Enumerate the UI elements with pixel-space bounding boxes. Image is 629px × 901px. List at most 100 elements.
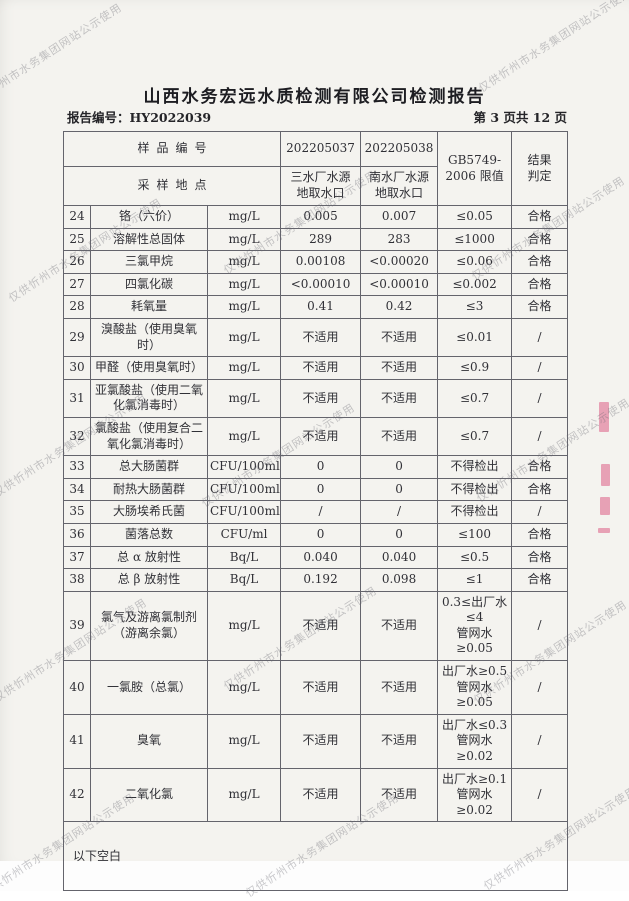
cell-v1: 0 (280, 477, 362, 502)
cell-v1: 0.00108 (280, 250, 362, 274)
cell-no: 38 (63, 568, 91, 592)
cell-limit: 出厂水≥0.1 管网水≥0.02 (437, 767, 513, 823)
cell-unit: CFU/100ml (206, 500, 282, 524)
cell-v1: 0.192 (280, 568, 362, 592)
sampling-site-label: 采样地点 (62, 166, 282, 206)
cell-name: 溶解性总固体 (90, 227, 208, 252)
cell-name: 一氯胺（总氯） (90, 660, 208, 715)
red-stamp-fragment (593, 402, 615, 537)
cell-v2: <0.00020 (360, 250, 439, 274)
cell-v2: 不适用 (360, 356, 439, 380)
cell-result: 合格 (511, 295, 569, 319)
blank-space-row: 以下空白 (62, 821, 569, 892)
cell-name: 亚氯酸盐（使用二氧化氯消毒时） (90, 378, 208, 418)
cell-result: / (511, 590, 569, 662)
cell-v1: 0.41 (280, 295, 362, 319)
cell-limit: ≤0.7 (437, 378, 513, 418)
cell-v2: 0 (360, 522, 439, 547)
cell-no: 24 (63, 205, 91, 229)
cell-result: / (511, 767, 569, 823)
cell-unit: mg/L (206, 272, 282, 297)
cell-v2: 0.040 (360, 545, 439, 570)
cell-v1: 不适用 (280, 660, 362, 715)
table-row: 40 一氯胺（总氯） mg/L 不适用 不适用 出厂水≥0.5 管网水≥0.05/ (63, 660, 569, 715)
header-row-site: 采样地点 三水厂水源 地取水口 南水厂水源 地取水口 (62, 166, 568, 206)
cell-name: 甲醛（使用臭氧时） (90, 356, 208, 380)
cell-v2: 不适用 (360, 713, 439, 769)
cell-v1: 不适用 (280, 767, 362, 823)
table-row: 41 臭氧 mg/L 不适用 不适用 出厂水≤0.3 管网水≥0.02/ (63, 713, 569, 769)
cell-limit: ≤0.05 (437, 205, 513, 229)
cell-name: 耗氧量 (90, 295, 208, 319)
cell-no: 29 (63, 317, 91, 358)
cell-name: 臭氧 (90, 713, 208, 769)
cell-result: / (511, 713, 569, 769)
cell-name: 氯气及游离氯制剂（游离余氯） (90, 590, 208, 662)
cell-v2: 0.007 (360, 205, 439, 229)
cell-unit: mg/L (206, 295, 282, 319)
cell-v1: 0.040 (280, 545, 362, 570)
page-indicator: 第 3 页共 12 页 (473, 110, 568, 125)
report-title: 山西水务宏远水质检测有限公司检测报告 (143, 87, 486, 107)
table-row: 27 四氯化碳 mg/L <0.00010 <0.00010 ≤0.002 合格 (63, 272, 569, 297)
sample-no-label: 样品编号 (62, 131, 282, 167)
cell-result: 合格 (511, 205, 569, 229)
cell-no: 25 (63, 227, 91, 252)
cell-v1: 0 (280, 455, 362, 479)
cell-v1: 不适用 (280, 356, 362, 380)
header-row-sample-no: 样品编号 202205037 202205038 GB5749- 2006 限值… (62, 131, 569, 206)
cell-v2: 不适用 (360, 590, 439, 662)
cell-name: 铬（六价） (90, 205, 208, 229)
cell-no: 30 (63, 356, 91, 380)
cell-no: 27 (63, 272, 91, 297)
sample2-number: 202205038 (360, 131, 439, 167)
table-row: 32 氯酸盐（使用复合二氧化氯消毒时） mg/L 不适用 不适用 ≤0.7/ (63, 416, 569, 457)
cell-unit: CFU/100ml (206, 455, 282, 479)
cell-limit: ≤0.7 (437, 416, 513, 457)
cell-unit: mg/L (206, 378, 282, 418)
cell-result: / (511, 660, 569, 715)
cell-v2: <0.00010 (360, 272, 439, 297)
cell-v1: <0.00010 (280, 272, 362, 297)
cell-result: 合格 (511, 568, 569, 592)
cell-limit: 不得检出 (437, 455, 513, 479)
report-meta-line: 报告编号：HY2022039 第 3 页共 12 页 (67, 107, 567, 126)
cell-unit: mg/L (206, 205, 282, 229)
cell-limit: 出厂水≥0.5 管网水≥0.05 (437, 660, 513, 715)
table-row: 37 总 α 放射性 Bq/L 0.040 0.040 ≤0.5 合格 (63, 545, 569, 570)
table-row: 36 菌落总数 CFU/ml 0 0 ≤100 合格 (63, 522, 569, 547)
report-number: 报告编号：HY2022039 (67, 110, 212, 125)
cell-v1: 不适用 (280, 590, 362, 662)
table-row: 29 溴酸盐（使用臭氧时） mg/L 不适用 不适用 ≤0.01/ (63, 317, 569, 358)
cell-v2: / (360, 500, 439, 524)
cell-result: / (511, 317, 569, 358)
cell-unit: Bq/L (206, 545, 282, 570)
red-stamp-mark (600, 497, 610, 515)
cell-no: 35 (63, 500, 91, 524)
cell-v2: 0 (360, 477, 439, 502)
sample2-site: 南水厂水源 地取水口 (360, 166, 439, 206)
cell-v1: 不适用 (280, 416, 362, 457)
cell-v2: 不适用 (360, 378, 439, 418)
cell-v1: 0.005 (280, 205, 362, 229)
cell-unit: mg/L (206, 227, 282, 252)
red-stamp-mark (599, 402, 609, 432)
cell-result: 合格 (511, 250, 569, 274)
cell-no: 28 (63, 295, 91, 319)
table-row: 35 大肠埃希氏菌 CFU/100ml / / 不得检出 / (63, 500, 569, 524)
cell-v1: 0 (280, 522, 362, 547)
table-row: 25 溶解性总固体 mg/L 289 283 ≤1000 合格 (63, 227, 569, 252)
cell-name: 耐热大肠菌群 (90, 477, 208, 502)
cell-v2: 0.42 (360, 295, 439, 319)
cell-unit: mg/L (206, 713, 282, 769)
cell-no: 40 (63, 660, 91, 715)
table-row: 31 亚氯酸盐（使用二氧化氯消毒时） mg/L 不适用 不适用 ≤0.7/ (63, 378, 569, 418)
cell-no: 31 (63, 378, 91, 418)
table-row: 34 耐热大肠菌群 CFU/100ml 0 0 不得检出 合格 (63, 477, 569, 502)
cell-unit: mg/L (206, 767, 282, 823)
cell-v1: / (280, 500, 362, 524)
cell-name: 二氧化氯 (90, 767, 208, 823)
cell-result: 合格 (511, 272, 569, 297)
cell-no: 32 (63, 416, 91, 457)
cell-no: 34 (63, 477, 91, 502)
